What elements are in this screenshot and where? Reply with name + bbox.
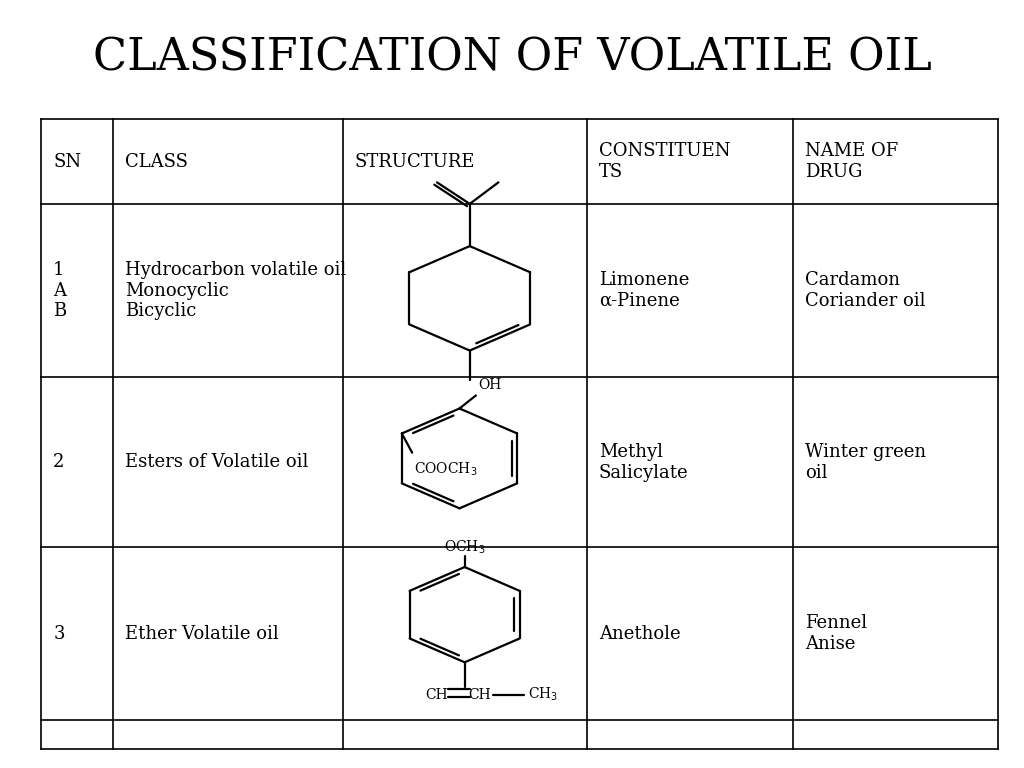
Text: CH$_3$: CH$_3$ [528, 686, 558, 703]
Text: 3: 3 [53, 625, 65, 643]
Text: SN: SN [53, 153, 81, 170]
Text: CONSTITUEN
TS: CONSTITUEN TS [599, 142, 730, 181]
Text: CH: CH [426, 687, 449, 701]
Text: Hydrocarbon volatile oil
Monocyclic
Bicyclic: Hydrocarbon volatile oil Monocyclic Bicy… [125, 261, 346, 320]
Text: OCH$_3$: OCH$_3$ [443, 538, 485, 555]
Text: CH: CH [469, 687, 492, 701]
Text: Ether Volatile oil: Ether Volatile oil [125, 625, 279, 643]
Text: STRUCTURE: STRUCTURE [355, 153, 475, 170]
Text: Methyl
Salicylate: Methyl Salicylate [599, 443, 688, 482]
Text: Esters of Volatile oil: Esters of Volatile oil [125, 453, 308, 472]
Text: Limonene
α-Pinene: Limonene α-Pinene [599, 271, 689, 310]
Text: Fennel
Anise: Fennel Anise [805, 614, 867, 654]
Text: NAME OF
DRUG: NAME OF DRUG [805, 142, 898, 181]
Text: Anethole: Anethole [599, 625, 681, 643]
Text: CLASSIFICATION OF VOLATILE OIL: CLASSIFICATION OF VOLATILE OIL [92, 36, 932, 79]
Text: CLASS: CLASS [125, 153, 188, 170]
Text: COOCH$_3$: COOCH$_3$ [414, 460, 478, 478]
Text: Cardamon
Coriander oil: Cardamon Coriander oil [805, 271, 926, 310]
Text: Winter green
oil: Winter green oil [805, 443, 926, 482]
Text: 1
A
B: 1 A B [53, 261, 67, 320]
Text: 2: 2 [53, 453, 65, 472]
Text: OH: OH [478, 378, 501, 392]
